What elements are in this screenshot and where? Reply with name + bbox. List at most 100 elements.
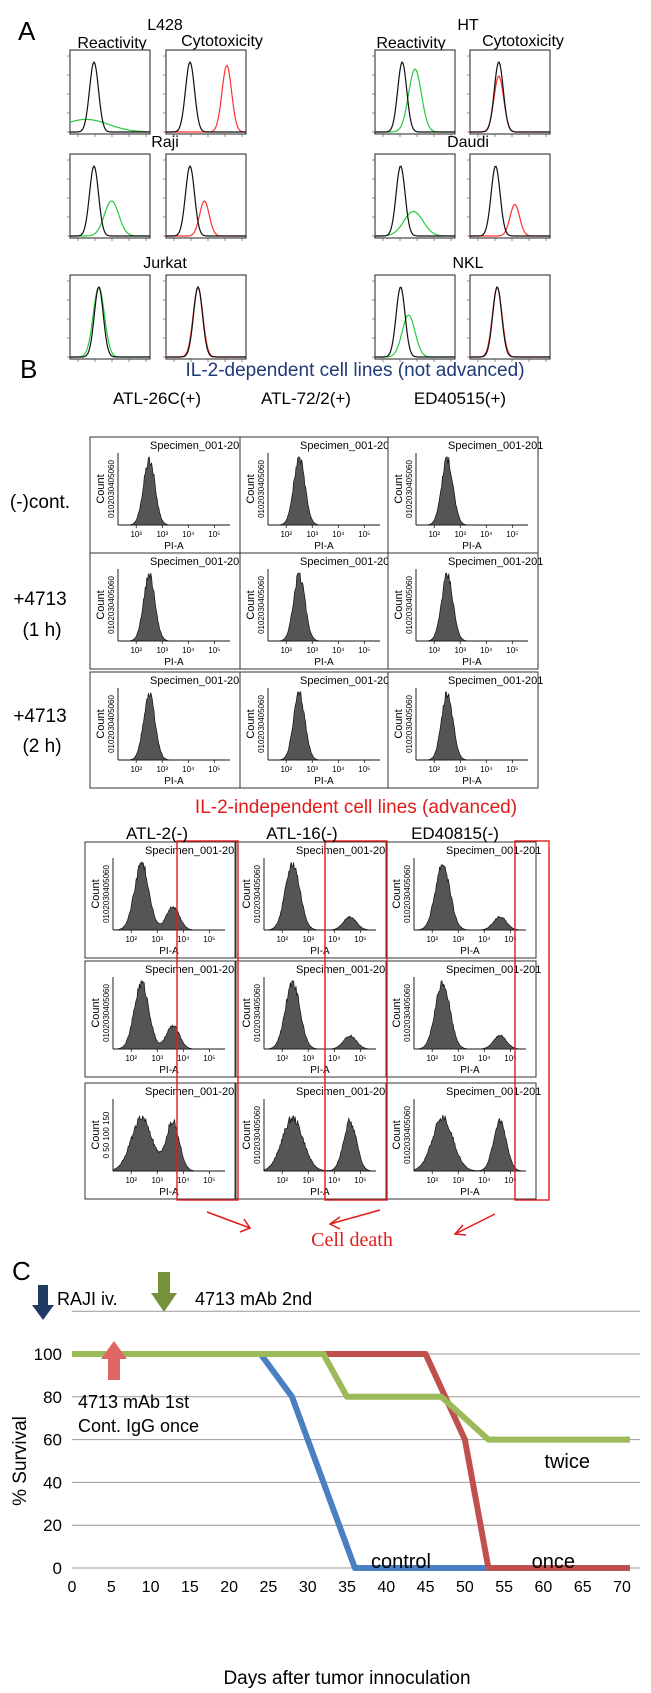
x-tick-label: 70 [613, 1579, 631, 1596]
black-histogram-line [166, 285, 246, 358]
x-tick-label: 10³ [454, 765, 466, 774]
x-tick-label: 10² [280, 530, 292, 539]
y-tick-labels: 0102030405060 [403, 984, 412, 1042]
histogram-cytotoxicity [163, 49, 247, 137]
independent-title: IL-2-independent cell lines (advanced) [195, 797, 517, 818]
x-tick-label: 10⁵ [208, 646, 220, 655]
flow-frame [84, 1082, 236, 1200]
flow-frame [89, 552, 241, 670]
x-axis-label: PI-A [159, 1187, 179, 1198]
x-tick-label: 10⁴ [328, 1176, 341, 1185]
x-tick-label: 10² [276, 1176, 288, 1185]
x-tick-label: 10³ [151, 1176, 163, 1185]
x-tick-label: 10² [125, 1176, 137, 1185]
x-axis-label: PI-A [164, 776, 184, 787]
histogram-frame [374, 49, 456, 135]
x-tick-label: 10⁵ [354, 935, 366, 944]
histogram-frame [469, 49, 551, 135]
x-axis-label: PI-A [314, 657, 334, 668]
specimen-title: Specimen_001-201 [300, 675, 395, 687]
flow-frame [89, 436, 241, 554]
x-tick-label: 10⁴ [478, 1176, 491, 1185]
filled-histogram [416, 572, 528, 642]
flow-frame [235, 841, 387, 959]
histogram-cytotoxicity [467, 153, 551, 241]
filled-histogram [414, 980, 526, 1050]
y-tick-label: 20 [43, 1516, 62, 1535]
filled-histogram [113, 861, 225, 931]
x-tick-label: 10² [426, 1176, 438, 1185]
column-header: ED40515(+) [414, 389, 506, 408]
y-axis-label: Count [241, 879, 253, 908]
x-tick-label: 10² [428, 765, 440, 774]
cytotoxicity-header-left: Cytotoxicity [181, 33, 263, 50]
x-tick-label: 10³ [452, 1054, 464, 1063]
x-tick-label: 50 [456, 1579, 474, 1596]
x-axis-label: PI-A [462, 657, 482, 668]
cell-death-arrow-middle [329, 1209, 381, 1225]
x-tick-label: 10⁴ [177, 1176, 190, 1185]
cell-death-arrow-left [206, 1211, 251, 1229]
x-tick-label: 10⁵ [506, 646, 518, 655]
black-histogram-line [375, 165, 455, 237]
x-tick-label: 10⁴ [177, 935, 190, 944]
x-axis-label: PI-A [164, 541, 184, 552]
x-tick-label: 10⁵ [358, 765, 370, 774]
x-tick-label: 0 [68, 1579, 77, 1596]
dependent-title: IL-2-dependent cell lines (not advanced) [185, 360, 524, 381]
cell-death-annotation: Cell death [206, 1209, 496, 1251]
x-tick-label: 10² [426, 935, 438, 944]
x-axis-label: PI-A [460, 1187, 480, 1198]
x-tick-label: 20 [220, 1579, 238, 1596]
green-histogram-line [69, 118, 150, 133]
column-header: ATL-72/2(+) [261, 389, 351, 408]
series-label-once: once [532, 1551, 575, 1573]
x-tick-label: 10² [130, 765, 142, 774]
y-tick-label: 40 [43, 1473, 62, 1492]
filled-histogram [264, 980, 376, 1050]
x-tick-label: 10² [125, 1054, 137, 1063]
specimen-title: Specimen_001-201 [145, 1086, 240, 1098]
x-tick-label: 10³ [302, 935, 314, 944]
x-tick-label: 10⁵ [358, 530, 370, 539]
black-histogram-line [166, 60, 246, 133]
specimen-title: Specimen_001-201 [300, 440, 395, 452]
x-tick-label: 10⁴ [480, 646, 493, 655]
x-tick-label: 60 [535, 1579, 553, 1596]
black-histogram-line [375, 286, 455, 358]
x-axis-label: PI-A [310, 1065, 330, 1076]
specimen-title: Specimen_001-201 [296, 964, 391, 976]
x-axis-label: PI-A [310, 946, 330, 957]
y-axis-label: Count [393, 709, 405, 738]
flow-frame [239, 671, 391, 789]
filled-histogram [413, 1114, 526, 1172]
mab-second-label: 4713 mAb 2nd [195, 1289, 312, 1309]
panel-a: A Reactivity Cytotoxicity Reactivity Cytoto… [18, 16, 564, 362]
x-tick-label: 10⁵ [208, 765, 220, 774]
y-tick-label: 0 [53, 1559, 62, 1578]
mab-first-label: 4713 mAb 1st [78, 1392, 189, 1412]
filled-histogram [118, 692, 230, 761]
x-axis-label: PI-A [159, 1065, 179, 1076]
black-histogram-line [166, 164, 246, 237]
x-tick-label: 10⁴ [332, 530, 345, 539]
x-tick-label: 10² [276, 1054, 288, 1063]
series-line-twice [72, 1351, 630, 1443]
histogram-frame [374, 153, 456, 239]
flow-frame [235, 960, 387, 1078]
histogram-frame [69, 49, 151, 135]
arrow-shaft [38, 1285, 48, 1307]
black-histogram-line [70, 286, 150, 358]
x-tick-label: 10³ [156, 646, 168, 655]
x-axis-label: PI-A [314, 776, 334, 787]
specimen-title: Specimen_001-201 [446, 1086, 541, 1098]
x-tick-label: 10⁵ [504, 1054, 516, 1063]
histogram-reactivity [372, 274, 456, 362]
y-tick-labels: 0102030405060 [253, 1106, 262, 1164]
specimen-title: Specimen_001-201 [300, 556, 395, 568]
